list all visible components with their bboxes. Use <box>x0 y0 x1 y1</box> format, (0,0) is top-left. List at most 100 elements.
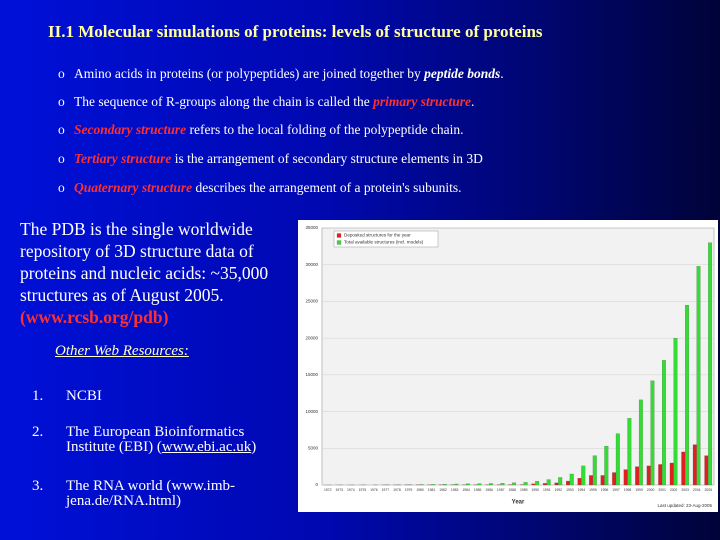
bar <box>604 445 609 486</box>
bar <box>466 483 470 486</box>
bar <box>589 475 594 486</box>
bar <box>592 455 597 486</box>
item-number: 1. <box>32 388 44 404</box>
text: Amino acids in proteins (or polypeptides… <box>74 66 425 81</box>
bar <box>658 464 663 486</box>
x-tick-label: 2001 <box>658 488 666 492</box>
legend-box <box>333 230 439 248</box>
text: NCBI <box>66 388 102 404</box>
bullet: o Amino acids in proteins (or polypeptide… <box>58 66 504 82</box>
bar <box>500 483 505 486</box>
x-tick-label: 1992 <box>555 488 563 492</box>
x-tick-label: 1995 <box>589 488 597 492</box>
bar <box>566 480 570 486</box>
bar <box>692 444 697 486</box>
plot-area <box>321 227 715 486</box>
y-tick-label: 20000 <box>305 335 318 340</box>
bar <box>489 483 493 486</box>
legend-swatch <box>336 240 342 245</box>
bar <box>681 451 686 486</box>
bullet-marker: o <box>58 122 65 137</box>
bullet-marker: o <box>58 180 65 195</box>
text: . <box>500 66 504 81</box>
x-tick-label: 1979 <box>405 488 413 492</box>
bar <box>685 304 689 486</box>
x-tick-label: 1973 <box>336 488 344 492</box>
text: describes the arrangement of a protein's… <box>192 180 462 195</box>
x-tick-label: 1985 <box>474 488 482 492</box>
x-tick-label: 1989 <box>520 488 528 492</box>
bar <box>708 242 713 486</box>
y-tick-label: 30000 <box>305 262 318 267</box>
y-tick-label: 0 <box>315 482 318 487</box>
x-tick-label: 2004 <box>693 488 701 492</box>
x-tick-label: 1996 <box>601 488 609 492</box>
bullet: o Secondary structure refers to the local… <box>58 122 464 138</box>
slide-title: II.1 Molecular simulations of proteins: … <box>48 22 543 41</box>
x-tick-label: 1997 <box>612 488 620 492</box>
bar <box>477 483 482 486</box>
x-tick-label: 1981 <box>428 488 436 492</box>
x-tick-label: 1977 <box>382 488 390 492</box>
x-tick-label: 1984 <box>462 488 470 492</box>
item-number: 3. <box>32 478 44 494</box>
x-tick-label: 1972 <box>324 488 332 492</box>
legend-label: Total available structures (incl. models… <box>344 240 424 245</box>
text: is the arrangement of secondary structur… <box>171 151 483 166</box>
x-tick-label: 1982 <box>439 488 447 492</box>
text: ) <box>251 439 257 455</box>
bar <box>419 484 424 486</box>
text: The European Bioinformatics Institute (E… <box>66 424 245 455</box>
bar <box>650 380 655 486</box>
bar <box>535 481 540 486</box>
x-tick-label: 2005 <box>704 488 712 492</box>
text: The PDB is the single worldwide reposito… <box>20 219 269 305</box>
bar <box>546 479 551 486</box>
x-tick-label: 1987 <box>497 488 505 492</box>
x-tick-label: 2002 <box>670 488 678 492</box>
bar <box>600 475 605 486</box>
link[interactable]: www.ebi.ac.uk <box>161 439 252 455</box>
x-tick-label: 1986 <box>485 488 493 492</box>
bar <box>531 483 536 486</box>
x-tick-label: 2000 <box>647 488 655 492</box>
text: Tertiary structure <box>74 151 172 166</box>
bar <box>696 266 701 486</box>
x-tick-label: 1990 <box>532 488 540 492</box>
x-tick-label: 1980 <box>416 488 424 492</box>
bar <box>635 466 640 486</box>
item-number: 2. <box>32 424 44 440</box>
y-tick-label: 25000 <box>305 299 318 304</box>
bar <box>646 465 651 486</box>
resources-heading: Other Web Resources: <box>55 343 189 359</box>
bar <box>627 418 632 486</box>
x-tick-label: 1998 <box>624 488 632 492</box>
x-tick-label: 1991 <box>543 488 551 492</box>
bar <box>431 484 436 486</box>
y-tick-label: 15000 <box>305 372 318 377</box>
text: refers to the local folding of the polyp… <box>186 122 464 137</box>
x-tick-label: 1993 <box>566 488 574 492</box>
bar <box>512 482 517 486</box>
legend-label: Deposited structures for the year <box>344 233 411 238</box>
x-tick-label: 1974 <box>347 488 355 492</box>
x-tick-label: 1983 <box>451 488 459 492</box>
item-text: NCBI <box>66 389 296 404</box>
text: primary structure <box>373 94 472 109</box>
x-axis-label: Year <box>512 500 525 506</box>
bar <box>612 472 617 486</box>
bullet: o Tertiary structure is the arrangement o… <box>58 151 483 167</box>
pdb-text: The PDB is the single worldwide reposito… <box>20 218 310 328</box>
bar <box>558 477 563 486</box>
text: The sequence of R-groups along the chain… <box>74 94 374 109</box>
text: . <box>471 94 475 109</box>
bar <box>569 473 574 486</box>
text: The RNA world (www.imb-jena.de/RNA.html) <box>66 478 236 509</box>
bar <box>662 360 666 486</box>
x-tick-label: 1999 <box>635 488 643 492</box>
bar <box>454 483 459 486</box>
bar <box>442 484 447 486</box>
bar <box>669 462 674 486</box>
bar <box>554 482 559 486</box>
